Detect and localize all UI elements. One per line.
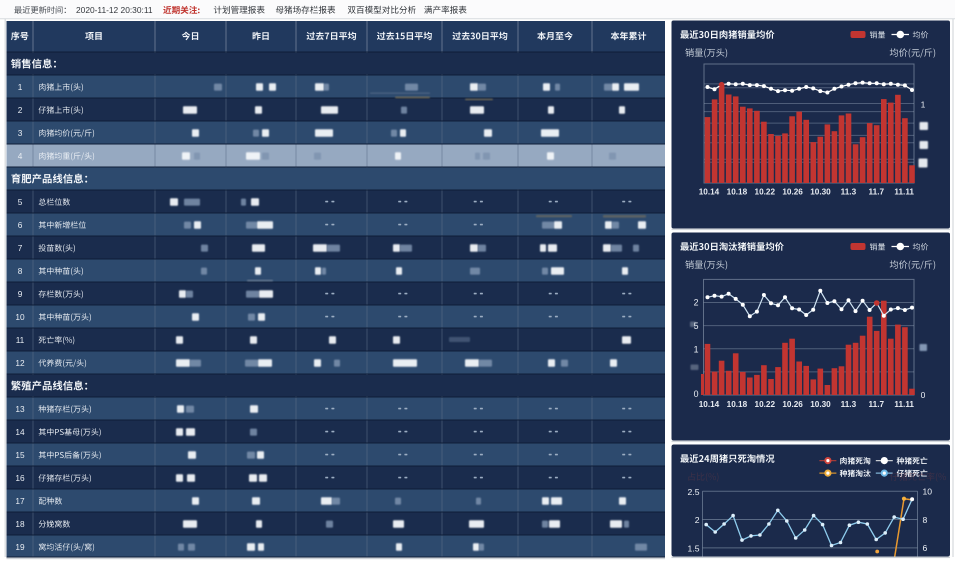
svg-text:10.22: 10.22	[755, 400, 776, 409]
svg-text:1: 1	[18, 82, 23, 92]
svg-text:11.3: 11.3	[841, 400, 857, 409]
svg-text:10.18: 10.18	[727, 400, 748, 409]
svg-text:5: 5	[18, 197, 23, 207]
svg-text:10.18: 10.18	[727, 188, 748, 197]
svg-text:11.7: 11.7	[869, 400, 885, 409]
svg-text:6: 6	[18, 220, 23, 230]
svg-text:11.11: 11.11	[894, 188, 914, 197]
svg-text:1.5: 1.5	[688, 544, 700, 554]
svg-text:10: 10	[923, 487, 933, 497]
svg-text:2: 2	[18, 105, 23, 115]
svg-text:10.26: 10.26	[782, 188, 803, 197]
svg-text:12: 12	[15, 358, 25, 368]
svg-text:0: 0	[694, 389, 699, 399]
svg-text:8: 8	[18, 266, 23, 276]
svg-text:9: 9	[18, 289, 23, 299]
svg-text:4: 4	[18, 151, 23, 161]
svg-text:18: 18	[15, 519, 25, 529]
svg-text:11.3: 11.3	[841, 188, 857, 197]
svg-text:8: 8	[923, 515, 928, 525]
svg-text:13: 13	[15, 404, 25, 414]
svg-text:2: 2	[695, 515, 700, 525]
svg-text:2: 2	[694, 297, 699, 307]
svg-text:2.5: 2.5	[688, 487, 700, 497]
svg-text:11.7: 11.7	[869, 188, 885, 197]
svg-text:10.14: 10.14	[699, 188, 720, 197]
svg-text:16: 16	[15, 473, 25, 483]
svg-text:14: 14	[15, 427, 25, 437]
svg-text:5: 5	[694, 321, 699, 331]
svg-text:10.22: 10.22	[755, 188, 776, 197]
svg-text:10.14: 10.14	[699, 400, 720, 409]
svg-text:2020-11-12 20:30:11: 2020-11-12 20:30:11	[76, 5, 153, 15]
svg-text:19: 19	[15, 542, 25, 552]
svg-text:1: 1	[921, 100, 926, 110]
svg-text:10.26: 10.26	[782, 400, 803, 409]
svg-text:10.30: 10.30	[810, 400, 831, 409]
svg-text:0: 0	[921, 390, 926, 400]
svg-text:17: 17	[15, 496, 25, 506]
svg-text:3: 3	[18, 128, 23, 138]
svg-text:10.30: 10.30	[810, 188, 831, 197]
svg-text:7: 7	[18, 243, 23, 253]
svg-text:11: 11	[16, 335, 25, 345]
svg-text:15: 15	[15, 450, 25, 460]
svg-text:11.11: 11.11	[894, 400, 914, 409]
svg-text:1: 1	[694, 344, 699, 354]
svg-text:10: 10	[15, 312, 25, 322]
svg-text:6: 6	[923, 543, 928, 553]
